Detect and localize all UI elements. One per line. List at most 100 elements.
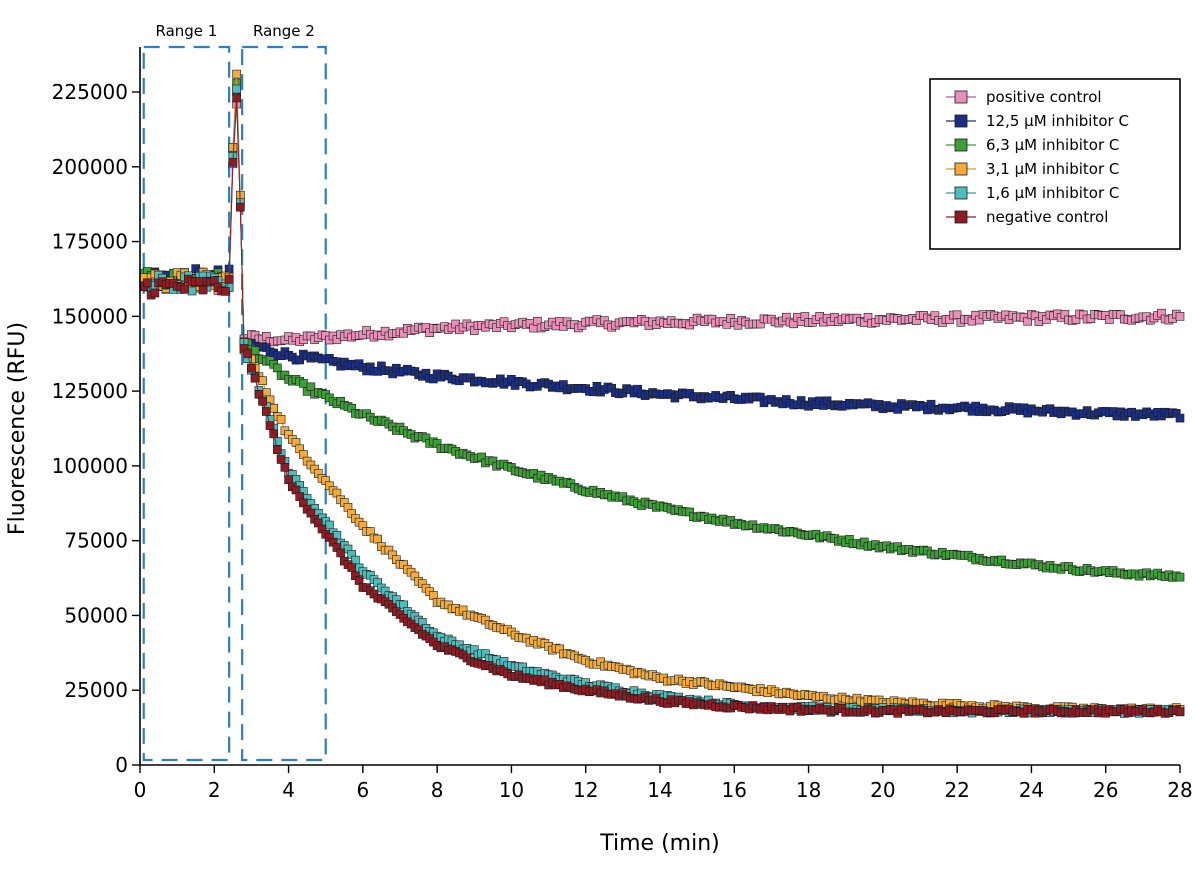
x-tick-label: 14 — [647, 778, 672, 802]
data-point — [1175, 311, 1185, 321]
data-point — [232, 69, 241, 79]
legend-label: positive control — [986, 88, 1102, 106]
data-point — [273, 363, 282, 373]
range-label-2: Range 2 — [253, 22, 315, 40]
x-tick-label: 10 — [499, 778, 524, 802]
data-point — [258, 397, 267, 406]
x-tick-label: 26 — [1093, 778, 1118, 802]
legend-marker — [954, 186, 968, 200]
data-point — [299, 379, 308, 388]
data-point — [187, 286, 197, 296]
data-point — [247, 363, 256, 373]
y-tick-label: 175000 — [52, 230, 128, 254]
data-point — [261, 388, 271, 397]
data-point — [1175, 707, 1185, 717]
y-tick-label: 225000 — [52, 80, 128, 104]
data-point — [351, 555, 360, 565]
data-point — [232, 93, 241, 103]
y-tick-label: 50000 — [64, 603, 128, 627]
legend-marker — [954, 210, 968, 224]
y-tick-label: 200000 — [52, 155, 128, 179]
y-tick-label: 150000 — [52, 304, 128, 328]
legend-label: 12,5 µM inhibitor C — [986, 112, 1129, 130]
data-point — [243, 349, 252, 359]
x-tick-label: 8 — [431, 778, 444, 802]
data-point — [180, 284, 189, 294]
x-tick-label: 2 — [208, 778, 221, 802]
legend-label: 6,3 µM inhibitor C — [986, 136, 1119, 154]
data-point — [228, 158, 238, 167]
data-point — [1175, 572, 1185, 582]
range-box-1 — [142, 45, 231, 762]
data-point — [336, 548, 345, 558]
series-3 — [139, 78, 1185, 582]
data-point — [254, 389, 264, 399]
series-layer — [139, 69, 1185, 718]
legend-marker — [954, 114, 968, 128]
x-tick-label: 16 — [722, 778, 747, 802]
data-point — [269, 429, 279, 439]
x-axis-title: Time (min) — [599, 831, 720, 856]
data-point — [198, 285, 208, 295]
data-point — [1175, 413, 1185, 423]
legend-item-5: 1,6 µM inhibitor C — [946, 184, 1119, 202]
y-tick-label: 75000 — [64, 529, 128, 553]
data-point — [221, 287, 230, 296]
data-point — [195, 277, 204, 286]
x-tick-label: 24 — [1019, 778, 1044, 802]
x-tick-label: 12 — [573, 778, 598, 802]
data-point — [261, 407, 271, 416]
legend-label: 3,1 µM inhibitor C — [986, 160, 1119, 178]
data-point — [347, 563, 357, 572]
data-point — [258, 376, 267, 386]
data-point — [224, 274, 234, 284]
x-tick-label: 6 — [356, 778, 369, 802]
data-point — [269, 403, 279, 413]
data-point — [232, 84, 241, 94]
legend-box — [929, 78, 1181, 250]
data-point — [952, 310, 962, 320]
x-tick-label: 20 — [870, 778, 895, 802]
data-point — [265, 421, 275, 430]
legend: positive control 12,5 µM inhibitor C 6,3 µ… — [929, 78, 1181, 250]
data-point — [280, 462, 290, 472]
legend-marker — [954, 90, 968, 104]
data-point — [373, 534, 383, 544]
range-annotations: Range 1 Range 2 — [142, 22, 327, 762]
x-tick-label: 0 — [134, 778, 147, 802]
range-box-2 — [241, 45, 327, 762]
data-point — [276, 455, 286, 464]
y-tick-label: 100000 — [52, 454, 128, 478]
data-point — [250, 346, 260, 355]
legend-item-4: 3,1 µM inhibitor C — [946, 160, 1119, 178]
x-tick-label: 22 — [944, 778, 969, 802]
y-tick-label: 25000 — [64, 678, 128, 702]
data-point — [236, 202, 245, 212]
data-point — [273, 445, 282, 455]
legend-label: negative control — [986, 208, 1108, 226]
data-point — [306, 382, 316, 392]
data-point — [250, 373, 260, 383]
data-point — [143, 278, 152, 288]
legend-item-1: positive control — [946, 88, 1102, 106]
series-6 — [139, 93, 1185, 718]
legend-item-2: 12,5 µM inhibitor C — [946, 112, 1129, 130]
axes: 0 25000 50000 75000 100000 125000 150000 175000… — [5, 47, 1193, 856]
data-point — [150, 288, 160, 298]
legend-label: 1,6 µM inhibitor C — [986, 184, 1119, 202]
range-label-1: Range 1 — [155, 22, 217, 40]
legend-marker — [954, 138, 968, 152]
x-tick-label: 4 — [282, 778, 295, 802]
data-point — [325, 520, 334, 530]
y-axis-title: Fluorescence (RFU) — [5, 322, 30, 535]
data-point — [276, 414, 286, 424]
x-tick-label: 28 — [1167, 778, 1192, 802]
y-tick-label: 125000 — [52, 379, 128, 403]
legend-item-6: negative control — [946, 208, 1108, 226]
y-tick-label: 0 — [115, 753, 128, 777]
legend-item-3: 6,3 µM inhibitor C — [946, 136, 1119, 154]
legend-marker — [954, 162, 968, 176]
x-tick-label: 18 — [796, 778, 821, 802]
